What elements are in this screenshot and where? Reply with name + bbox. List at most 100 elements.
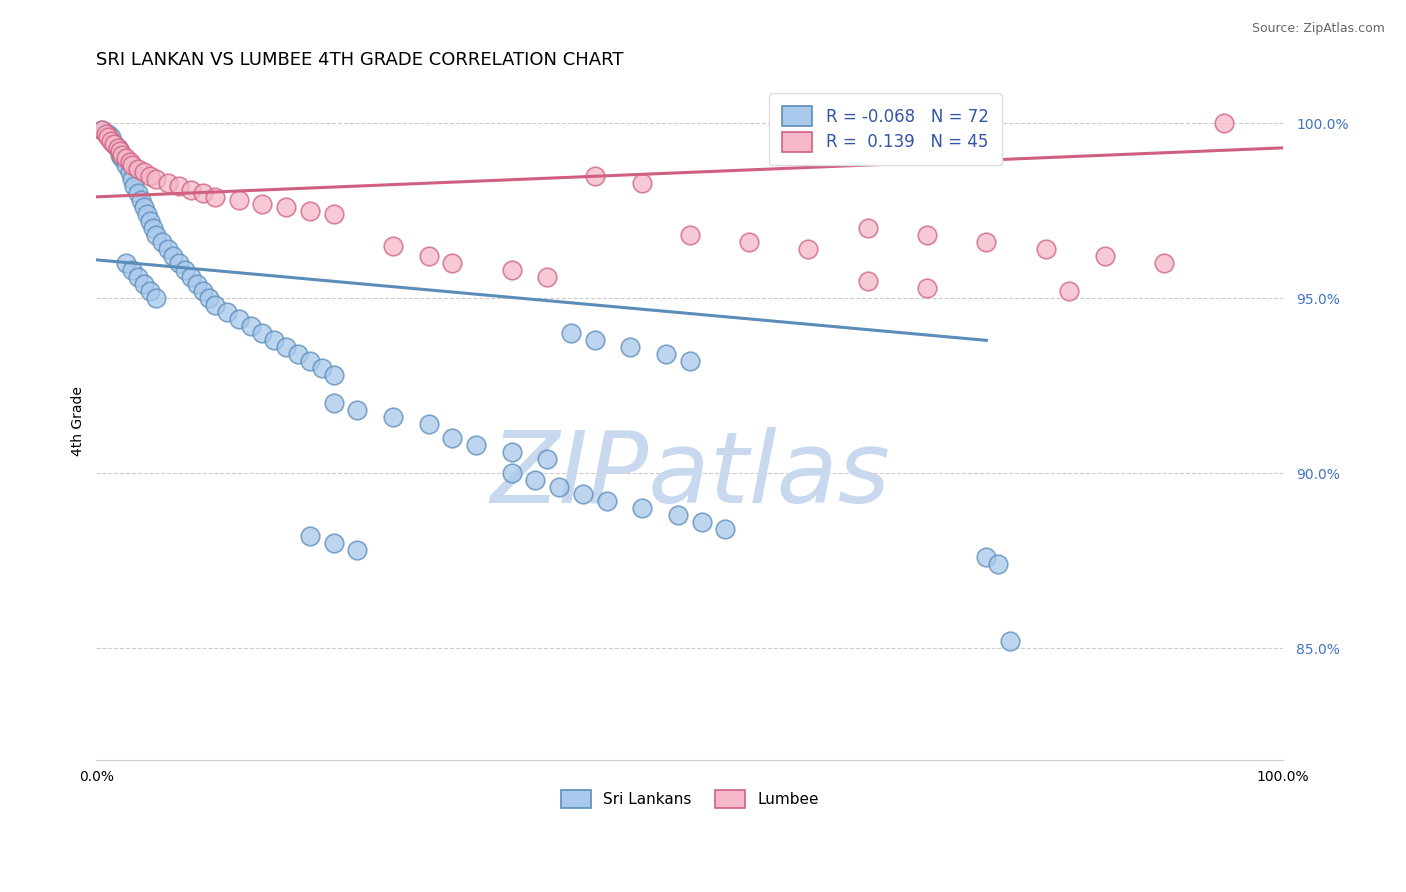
Point bbox=[107, 141, 129, 155]
Point bbox=[583, 334, 606, 348]
Point bbox=[915, 228, 938, 243]
Text: Source: ZipAtlas.com: Source: ZipAtlas.com bbox=[1251, 22, 1385, 36]
Text: SRI LANKAN VS LUMBEE 4TH GRADE CORRELATION CHART: SRI LANKAN VS LUMBEE 4TH GRADE CORRELATI… bbox=[97, 51, 624, 69]
Point bbox=[97, 127, 120, 141]
Point bbox=[91, 123, 114, 137]
Point bbox=[322, 368, 344, 383]
Point bbox=[103, 137, 125, 152]
Point bbox=[132, 277, 155, 292]
Point bbox=[298, 354, 321, 368]
Point bbox=[215, 305, 238, 319]
Point bbox=[276, 200, 298, 214]
Point bbox=[111, 152, 134, 166]
Point bbox=[186, 277, 208, 292]
Point bbox=[139, 214, 162, 228]
Point bbox=[111, 148, 134, 162]
Point bbox=[108, 148, 131, 162]
Point bbox=[228, 194, 250, 208]
Point bbox=[441, 256, 464, 270]
Point bbox=[91, 123, 114, 137]
Y-axis label: 4th Grade: 4th Grade bbox=[72, 386, 86, 456]
Point bbox=[298, 529, 321, 543]
Point bbox=[121, 158, 143, 172]
Point bbox=[738, 235, 761, 250]
Point bbox=[583, 169, 606, 183]
Point bbox=[501, 445, 523, 459]
Point bbox=[548, 480, 571, 494]
Point bbox=[127, 186, 149, 201]
Point bbox=[524, 474, 547, 488]
Point bbox=[139, 169, 162, 183]
Point bbox=[150, 235, 173, 250]
Point bbox=[252, 326, 274, 341]
Point bbox=[121, 172, 143, 186]
Point bbox=[714, 522, 737, 536]
Point bbox=[976, 235, 998, 250]
Point bbox=[572, 487, 595, 501]
Point bbox=[252, 197, 274, 211]
Point bbox=[679, 354, 702, 368]
Point bbox=[655, 347, 678, 361]
Point bbox=[1153, 256, 1175, 270]
Point bbox=[631, 501, 654, 516]
Point bbox=[690, 516, 713, 530]
Point bbox=[322, 396, 344, 410]
Point bbox=[382, 239, 405, 253]
Point bbox=[311, 361, 333, 376]
Point bbox=[121, 263, 143, 277]
Point bbox=[100, 130, 122, 145]
Point bbox=[204, 190, 226, 204]
Point bbox=[145, 228, 167, 243]
Point bbox=[418, 249, 440, 263]
Point bbox=[856, 274, 879, 288]
Point bbox=[1094, 249, 1116, 263]
Point bbox=[115, 256, 138, 270]
Point bbox=[322, 207, 344, 221]
Point bbox=[115, 152, 138, 166]
Point bbox=[501, 263, 523, 277]
Point bbox=[441, 431, 464, 445]
Point bbox=[156, 176, 179, 190]
Point bbox=[198, 291, 221, 305]
Point bbox=[536, 270, 558, 285]
Point bbox=[124, 179, 146, 194]
Point bbox=[418, 417, 440, 432]
Point bbox=[127, 161, 149, 176]
Point bbox=[174, 263, 197, 277]
Point bbox=[115, 158, 138, 172]
Point bbox=[595, 494, 617, 508]
Point bbox=[169, 256, 191, 270]
Text: ZIPatlas: ZIPatlas bbox=[489, 426, 890, 524]
Point bbox=[103, 137, 125, 152]
Point bbox=[536, 452, 558, 467]
Point bbox=[263, 334, 285, 348]
Point bbox=[145, 172, 167, 186]
Point bbox=[346, 403, 368, 417]
Point bbox=[156, 243, 179, 257]
Point bbox=[142, 221, 165, 235]
Point bbox=[346, 543, 368, 558]
Point bbox=[100, 134, 122, 148]
Point bbox=[228, 312, 250, 326]
Point bbox=[204, 298, 226, 312]
Point bbox=[127, 270, 149, 285]
Point bbox=[797, 243, 820, 257]
Point bbox=[118, 154, 141, 169]
Point bbox=[191, 186, 214, 201]
Point bbox=[132, 165, 155, 179]
Point bbox=[631, 176, 654, 190]
Point bbox=[132, 200, 155, 214]
Point bbox=[679, 228, 702, 243]
Point bbox=[145, 291, 167, 305]
Point bbox=[560, 326, 582, 341]
Point bbox=[139, 285, 162, 299]
Point bbox=[180, 183, 202, 197]
Point bbox=[1059, 285, 1081, 299]
Point bbox=[998, 634, 1021, 648]
Point bbox=[180, 270, 202, 285]
Point bbox=[382, 410, 405, 425]
Point bbox=[666, 508, 689, 523]
Point bbox=[136, 207, 159, 221]
Point bbox=[276, 340, 298, 354]
Point bbox=[169, 179, 191, 194]
